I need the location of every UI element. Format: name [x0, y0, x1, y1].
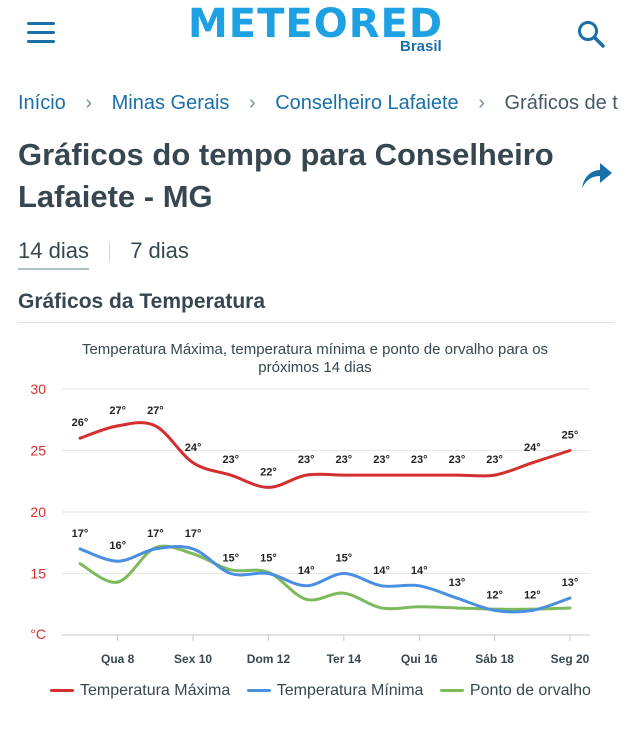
- max-data-label: 22°: [260, 466, 277, 478]
- logo-text: METEORED: [187, 1, 444, 47]
- min-data-label: 13°: [562, 577, 579, 589]
- max-data-label: 26°: [72, 417, 89, 429]
- header: METEORED Brasil: [0, 0, 631, 68]
- breadcrumb-item-current: Gráficos de te: [504, 92, 618, 115]
- legend-label-max: Temperatura Máxima: [80, 682, 231, 699]
- x-tick-label: Dom 12: [247, 652, 291, 666]
- chevron-right-icon: ›: [248, 92, 256, 115]
- max-data-label: 23°: [336, 454, 353, 466]
- series-line-min: [78, 545, 572, 614]
- chart-legend: Temperatura Máxima Temperatura Mínima Po…: [50, 682, 610, 700]
- min-data-label: 15°: [336, 553, 353, 565]
- logo[interactable]: METEORED Brasil: [0, 1, 631, 55]
- chevron-right-icon: ›: [478, 92, 485, 115]
- max-data-label: 24°: [185, 442, 202, 454]
- x-tick-label: Ter 14: [327, 652, 362, 666]
- legend-swatch-dew: [439, 689, 464, 693]
- x-tick-label: Qui 16: [401, 652, 438, 666]
- max-data-label: 23°: [298, 454, 315, 466]
- min-data-label: 14°: [373, 565, 390, 577]
- min-data-label: 14°: [298, 565, 315, 577]
- chevron-right-icon: ›: [85, 92, 93, 115]
- y-tick-label: 20: [30, 504, 46, 520]
- max-data-label: 23°: [449, 454, 466, 466]
- min-data-label: 15°: [222, 553, 239, 565]
- series-line-max: [78, 421, 572, 489]
- y-tick-label: 15: [30, 566, 46, 582]
- breadcrumb: Início › Minas Gerais › Conselheiro Lafa…: [18, 92, 618, 122]
- min-data-label: 17°: [72, 528, 89, 540]
- tab-divider: [109, 242, 111, 263]
- period-tabs: 14 dias 7 dias: [18, 238, 189, 270]
- breadcrumb-item-inicio[interactable]: Início: [18, 92, 66, 115]
- x-tick-label: Sex 10: [174, 652, 212, 666]
- hamburger-menu-icon[interactable]: [27, 22, 55, 44]
- y-tick-label: 25: [30, 443, 46, 459]
- min-data-label: 14°: [411, 565, 428, 577]
- max-data-label: 23°: [373, 454, 390, 466]
- max-data-label: 23°: [222, 454, 239, 466]
- legend-label-min: Temperatura Mínima: [276, 682, 424, 699]
- chart-title-line-2: próximos 14 dias: [258, 359, 371, 376]
- search-icon[interactable]: [576, 19, 606, 49]
- min-data-label: 17°: [185, 528, 202, 540]
- x-tick-label: Seg 20: [551, 652, 590, 666]
- share-icon[interactable]: [578, 158, 614, 192]
- x-tick-label: Sáb 18: [475, 652, 514, 666]
- legend-swatch-max: [50, 689, 74, 693]
- max-data-label: 23°: [486, 454, 503, 466]
- min-data-label: 12°: [524, 589, 541, 601]
- temperature-chart: Temperatura Máxima, temperatura mínima e…: [30, 341, 590, 666]
- legend-label-dew: Ponto de orvalho: [469, 682, 591, 699]
- tab-14-dias[interactable]: 14 dias: [18, 238, 89, 270]
- min-data-label: 15°: [260, 553, 277, 565]
- min-data-label: 12°: [486, 589, 503, 601]
- section-title: Gráficos da Temperatura: [18, 290, 614, 323]
- min-data-label: 13°: [449, 577, 466, 589]
- y-tick-label: 30: [30, 381, 46, 397]
- max-data-label: 23°: [411, 454, 428, 466]
- tab-7-dias[interactable]: 7 dias: [130, 238, 189, 263]
- logo-subtitle: Brasil: [400, 38, 442, 55]
- page-title: Gráficos do tempo para Conselheiro Lafai…: [18, 137, 554, 214]
- legend-swatch-min: [246, 689, 271, 693]
- legend-item-min[interactable]: Temperatura Mínima: [246, 682, 424, 700]
- max-data-label: 24°: [524, 442, 541, 454]
- breadcrumb-item-minas-gerais[interactable]: Minas Gerais: [111, 92, 230, 115]
- chart-title-line-1: Temperatura Máxima, temperatura mínima e…: [82, 341, 548, 358]
- min-data-label: 17°: [147, 528, 164, 540]
- legend-item-dew[interactable]: Ponto de orvalho: [439, 682, 591, 700]
- min-data-label: 16°: [109, 540, 126, 552]
- y-axis-unit-label: °C: [30, 626, 46, 642]
- x-tick-label: Qua 8: [101, 652, 135, 666]
- legend-item-max[interactable]: Temperatura Máxima: [50, 682, 230, 700]
- max-data-label: 27°: [109, 405, 126, 417]
- max-data-label: 25°: [562, 430, 579, 442]
- max-data-label: 27°: [147, 405, 164, 417]
- breadcrumb-item-conselheiro-lafaiete[interactable]: Conselheiro Lafaiete: [275, 92, 459, 115]
